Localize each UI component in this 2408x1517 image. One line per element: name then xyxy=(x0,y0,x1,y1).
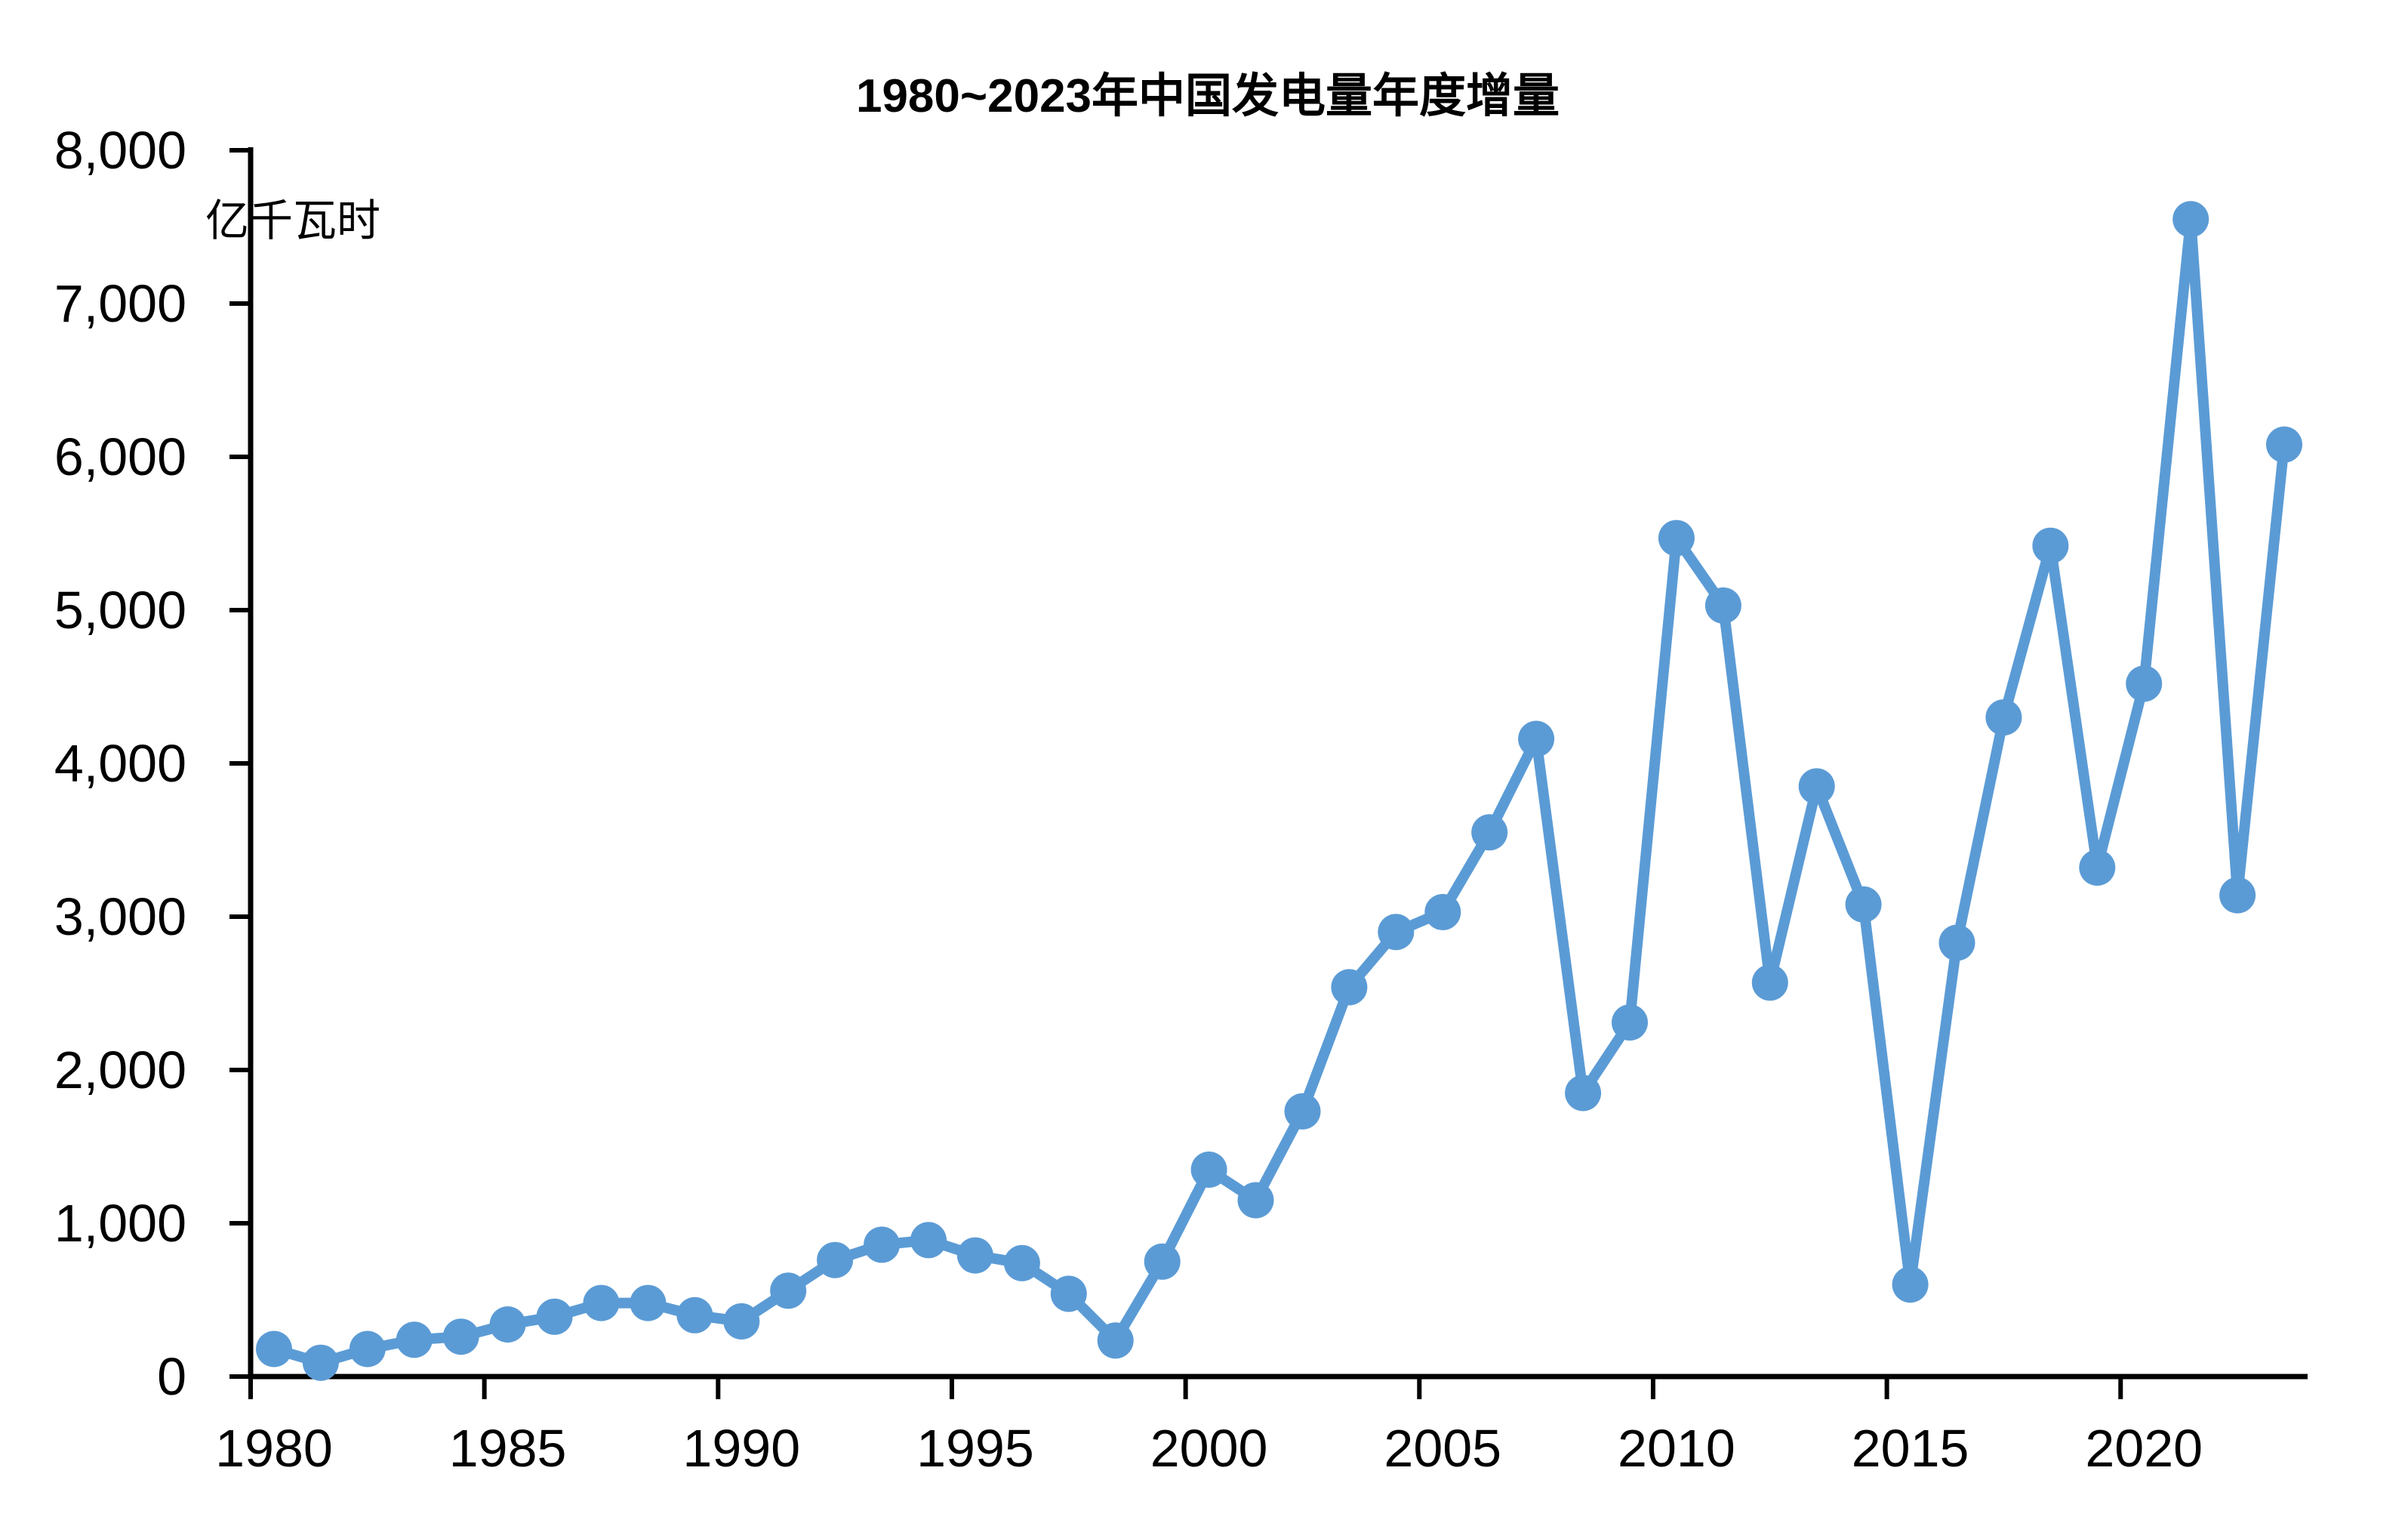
chart-title: 1980~2023年中国发电量年度增量 xyxy=(856,70,1560,122)
data-point-marker xyxy=(1331,969,1368,1006)
data-point-marker xyxy=(256,1330,292,1367)
data-point-marker xyxy=(1097,1322,1134,1359)
x-axis-tick-label: 2000 xyxy=(1150,1419,1268,1478)
data-point-marker xyxy=(2219,877,2256,914)
y-axis-tick-label: 5,000 xyxy=(54,581,186,640)
data-point-marker xyxy=(2079,849,2116,886)
data-point-marker xyxy=(2032,527,2069,564)
data-point-marker xyxy=(1237,1182,1274,1219)
y-axis-tick-label: 0 xyxy=(157,1347,186,1406)
axis-lines xyxy=(248,147,2308,1380)
data-point-marker xyxy=(1144,1243,1181,1280)
data-point-marker xyxy=(536,1298,573,1335)
data-point-marker xyxy=(349,1330,386,1367)
data-point-marker xyxy=(1471,814,1508,851)
data-point-marker xyxy=(1003,1244,1040,1281)
data-point-marker xyxy=(1190,1152,1227,1188)
data-point-marker xyxy=(1050,1275,1087,1312)
data-point-marker xyxy=(1845,886,1882,923)
data-point-marker xyxy=(1284,1093,1321,1130)
data-point-marker xyxy=(2172,201,2209,238)
y-axis: 0 1,000 2,000 3,000 4,000 5,000 6,000 7,000 8,00… xyxy=(54,121,251,1406)
data-point-marker xyxy=(2126,665,2163,702)
data-point-marker xyxy=(1938,924,1975,961)
data-point-marker xyxy=(1892,1266,1929,1303)
data-point-marker xyxy=(864,1226,901,1263)
data-point-marker xyxy=(396,1321,433,1358)
data-point-marker xyxy=(1378,914,1415,951)
series-polyline xyxy=(269,214,2289,1368)
data-point-marker xyxy=(583,1284,620,1321)
x-axis-tick-label: 2015 xyxy=(1852,1419,1969,1478)
x-axis-tick-label: 2005 xyxy=(1384,1419,1501,1478)
x-axis-tick-label: 2020 xyxy=(2085,1419,2203,1478)
data-point-marker xyxy=(1424,893,1461,930)
data-point-marker xyxy=(817,1241,854,1278)
y-axis-tick-label: 4,000 xyxy=(54,734,186,793)
data-point-marker xyxy=(1704,587,1741,624)
data-point-marker xyxy=(2266,426,2302,463)
data-point-marker xyxy=(723,1303,760,1340)
x-axis: 1980 1985 1990 1995 2000 2005 2010 2015 2020 xyxy=(215,1377,2203,1478)
x-axis-tick-label: 1995 xyxy=(916,1419,1034,1478)
data-point-marker xyxy=(1612,1004,1648,1041)
data-point-marker xyxy=(1751,964,1788,1001)
data-point-marker xyxy=(630,1284,667,1321)
data-point-marker xyxy=(442,1318,479,1355)
x-axis-tick-label: 2010 xyxy=(1618,1419,1735,1478)
data-point-marker xyxy=(910,1222,947,1259)
y-axis-tick-label: 7,000 xyxy=(54,274,186,333)
data-point-marker xyxy=(302,1344,339,1381)
data-point-marker xyxy=(1565,1075,1602,1112)
data-point-marker xyxy=(489,1306,526,1343)
x-axis-tick-label: 1980 xyxy=(215,1419,333,1478)
y-axis-tick-label: 8,000 xyxy=(54,121,186,180)
data-point-marker xyxy=(956,1237,993,1274)
data-point-marker xyxy=(1658,520,1695,557)
data-point-marker xyxy=(1518,720,1555,757)
y-axis-tick-label: 1,000 xyxy=(54,1194,186,1253)
data-point-marker xyxy=(770,1272,807,1309)
data-series-line xyxy=(256,201,2302,1381)
y-axis-tick-label: 2,000 xyxy=(54,1041,186,1099)
y-axis-tick-label: 3,000 xyxy=(54,887,186,946)
y-axis-tick-label: 6,000 xyxy=(54,427,186,486)
data-point-marker xyxy=(1985,699,2022,736)
data-point-marker xyxy=(676,1297,713,1334)
x-axis-tick-label: 1990 xyxy=(682,1419,800,1478)
x-axis-tick-label: 1985 xyxy=(449,1419,567,1478)
data-point-marker xyxy=(1798,768,1835,805)
y-axis-unit-label: 亿千瓦时 xyxy=(205,196,380,245)
